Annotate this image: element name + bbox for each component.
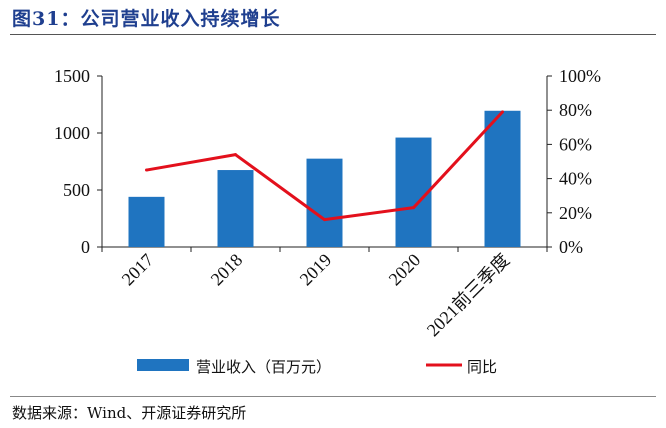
yoy-point: [145, 168, 148, 172]
x-tick-label: 2020: [385, 250, 425, 290]
legend-line-label: 同比: [467, 358, 497, 376]
left-tick-label: 500: [63, 180, 90, 200]
right-tick-label: 0%: [559, 237, 583, 257]
x-tick-label: 2017: [118, 250, 158, 290]
source-note: 数据来源：Wind、开源证券研究所: [12, 404, 247, 422]
right-tick-label: 100%: [559, 66, 601, 86]
yoy-point: [323, 218, 326, 222]
source-divider: [10, 396, 656, 397]
revenue-bars: [128, 110, 521, 248]
revenue-bar: [306, 158, 343, 247]
yoy-point: [412, 206, 415, 210]
yoy-point: [501, 110, 504, 114]
legend-bar-label: 营业收入（百万元）: [196, 358, 331, 376]
right-tick-label: 40%: [559, 169, 592, 189]
x-tick-label: 2018: [207, 250, 247, 290]
right-tick-label: 60%: [559, 134, 592, 154]
x-tick-label: 2021前三季度: [423, 250, 514, 341]
revenue-bar: [395, 137, 432, 247]
figure-title: 图31：公司营业收入持续增长: [12, 8, 281, 30]
x-tick-label: 2019: [296, 250, 336, 290]
chart-legend: 营业收入（百万元） 同比: [137, 358, 497, 376]
right-tick-label: 80%: [559, 100, 592, 120]
yoy-point: [234, 153, 237, 157]
left-tick-label: 0: [81, 237, 90, 257]
right-tick-label: 20%: [559, 203, 592, 223]
left-tick-label: 1000: [54, 123, 90, 143]
revenue-bar: [128, 196, 165, 247]
revenue-bar: [217, 170, 254, 247]
left-tick-label: 1500: [54, 66, 90, 86]
legend-bar-swatch: [137, 359, 189, 371]
title-divider: [10, 34, 656, 35]
revenue-bar: [484, 110, 521, 248]
yoy-line: [145, 110, 504, 222]
